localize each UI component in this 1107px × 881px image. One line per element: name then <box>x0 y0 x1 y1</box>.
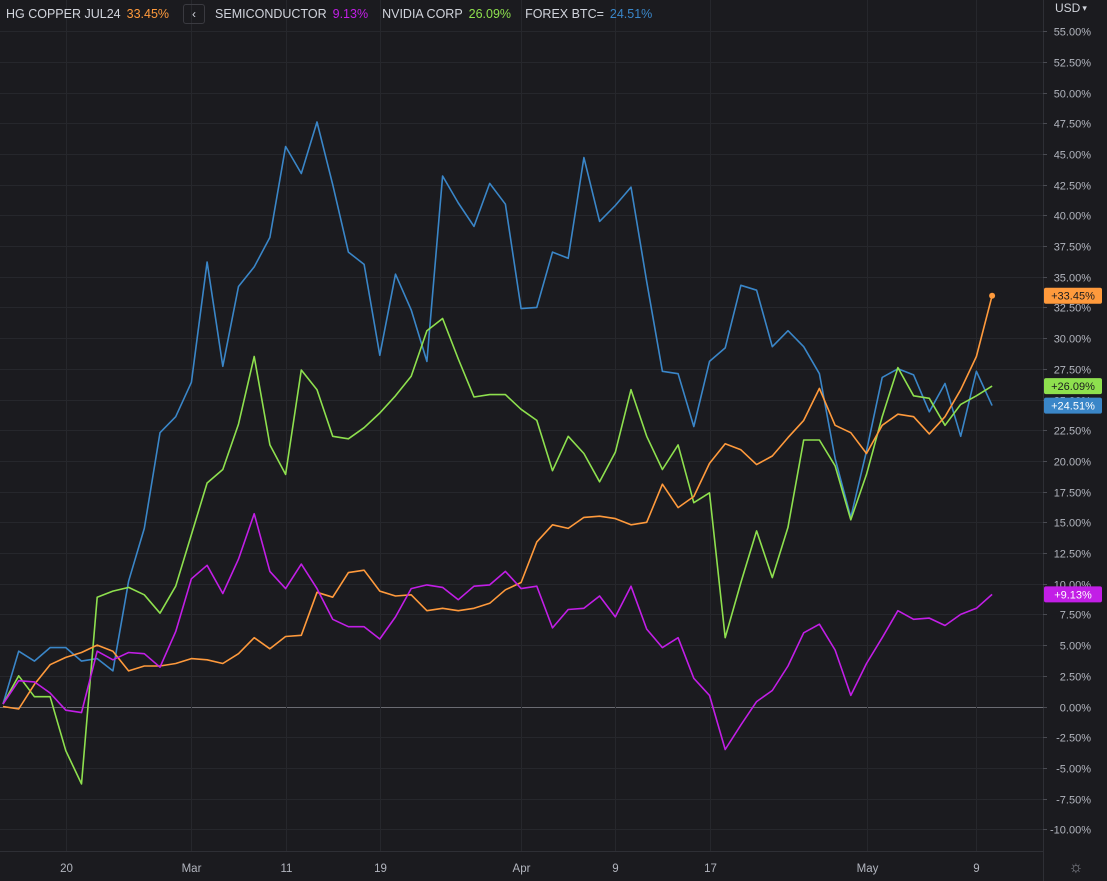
y-tick-label: 5.00% <box>1060 641 1091 653</box>
legend-item-name: HG COPPER JUL24 <box>6 7 121 21</box>
legend-item-name: NVIDIA CORP <box>382 7 463 21</box>
y-tick-label: 52.50% <box>1054 58 1092 70</box>
y-tick-label: 0.00% <box>1060 703 1091 715</box>
last-value-badge <box>1044 378 1102 395</box>
y-tick-label: -2.50% <box>1056 733 1091 745</box>
y-tick-label: 45.00% <box>1054 150 1092 162</box>
y-tick-label: 37.50% <box>1054 242 1092 254</box>
last-value-label: +24.51% <box>1051 401 1095 413</box>
chart-series-group <box>2 121 996 785</box>
chart-grid <box>0 0 1043 851</box>
y-tick-label: -5.00% <box>1056 764 1091 776</box>
legend-item-copper[interactable]: HG COPPER JUL24 33.45% <box>6 7 169 21</box>
y-tick-label: 2.50% <box>1060 672 1091 684</box>
currency-label: USD <box>1055 1 1081 15</box>
y-tick-label: 42.50% <box>1054 181 1092 193</box>
x-tick-label: Mar <box>182 863 202 875</box>
y-tick-label: 50.00% <box>1054 89 1092 101</box>
legend-item-btc[interactable]: FOREX BTC= 24.51% <box>525 7 652 21</box>
series-end-point <box>989 292 996 299</box>
legend-item-value: 9.13% <box>332 7 369 21</box>
legend-collapse-button[interactable]: ‹ <box>183 4 206 24</box>
legend: HG COPPER JUL24 33.45% ‹ SEMICONDUCTOR 9… <box>6 2 666 26</box>
legend-item-nvidia[interactable]: NVIDIA CORP 26.09% <box>382 7 511 21</box>
y-tick-label: 35.00% <box>1054 273 1092 285</box>
chevron-left-icon: ‹ <box>192 7 197 21</box>
x-tick-label: 9 <box>973 863 979 875</box>
legend-item-name: SEMICONDUCTOR <box>215 7 327 21</box>
last-value-badge <box>1044 287 1102 304</box>
last-value-label: +26.09% <box>1051 381 1095 393</box>
legend-item-semiconductor[interactable]: SEMICONDUCTOR 9.13% <box>215 7 368 21</box>
y-tick-label: 22.50% <box>1054 426 1092 438</box>
y-tick-label: 12.50% <box>1054 549 1092 561</box>
series-line <box>2 295 993 710</box>
y-tick-label: 17.50% <box>1054 488 1092 500</box>
y-tick-label: 40.00% <box>1054 211 1092 223</box>
currency-selector[interactable]: USD ▾ <box>1055 0 1107 16</box>
y-tick-label: 7.50% <box>1060 610 1091 622</box>
y-tick-label: 55.00% <box>1054 27 1092 39</box>
x-axis: 20 Mar 11 19 Apr 9 17 May 9 <box>0 851 1043 875</box>
x-tick-label: 17 <box>704 863 717 875</box>
y-tick-label: 15.00% <box>1054 518 1092 530</box>
chevron-down-icon: ▾ <box>1082 2 1087 13</box>
y-tick-label: 30.00% <box>1054 334 1092 346</box>
series-line <box>2 512 993 751</box>
legend-item-value: 26.09% <box>468 7 512 21</box>
legend-item-value: 33.45% <box>126 7 170 21</box>
y-tick-label: 47.50% <box>1054 119 1092 131</box>
last-value-label: +9.13% <box>1054 589 1092 601</box>
y-tick-label: 32.50% <box>1054 303 1092 315</box>
legend-item-value: 24.51% <box>609 7 653 21</box>
last-value-badges: +33.45% +26.09% +24.51% +9.13% <box>1044 287 1102 603</box>
x-tick-label: May <box>857 863 879 875</box>
x-tick-label: Apr <box>513 863 531 875</box>
x-tick-label: 9 <box>612 863 618 875</box>
x-tick-label: 19 <box>374 863 387 875</box>
series-line <box>2 317 993 785</box>
y-tick-label: -7.50% <box>1056 795 1091 807</box>
last-value-badge <box>1044 586 1102 603</box>
y-tick-label: 27.50% <box>1054 365 1092 377</box>
gear-icon[interactable]: ☼ <box>1068 859 1084 876</box>
y-axis: 55.00% 52.50% 50.00% 47.50% 45.00% 42.50% 40.0… <box>1043 0 1091 881</box>
y-tick-label: -10.00% <box>1050 825 1091 837</box>
series-line <box>2 121 993 705</box>
x-tick-label: 20 <box>60 863 73 875</box>
y-tick-label: 20.00% <box>1054 457 1092 469</box>
x-tick-label: 11 <box>281 863 293 875</box>
last-value-badge <box>1044 397 1102 414</box>
legend-item-name: FOREX BTC= <box>525 7 604 21</box>
last-value-label: +33.45% <box>1051 291 1095 303</box>
